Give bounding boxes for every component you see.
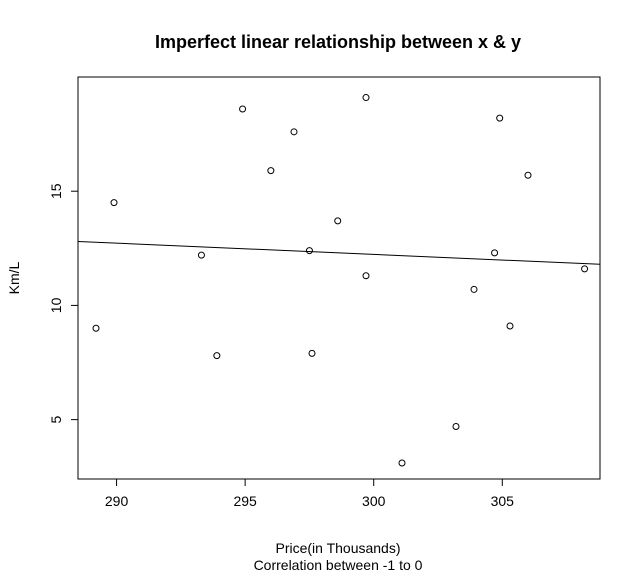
data-point: [308, 349, 316, 357]
y-axis: 5 10 15: [48, 183, 79, 424]
data-point: [524, 171, 532, 179]
data-point: [290, 128, 298, 136]
x-axis-label: Price(in Thousands): [275, 540, 400, 556]
plot-frame: [77, 76, 601, 480]
data-point: [92, 324, 100, 332]
data-points: [92, 94, 589, 467]
y-axis-label: Km/L: [6, 261, 22, 294]
data-point: [362, 94, 370, 102]
data-point: [239, 105, 247, 113]
y-tick-label: 10: [48, 297, 64, 313]
chart-title: Imperfect linear relationship between x …: [155, 32, 521, 52]
data-point: [452, 422, 460, 430]
data-point: [110, 199, 118, 207]
x-tick-label: 290: [105, 493, 129, 509]
y-tick-label: 15: [48, 183, 64, 199]
data-point: [362, 272, 370, 280]
data-point: [581, 265, 589, 273]
regression-line: [77, 240, 601, 265]
data-point: [506, 322, 514, 330]
data-point: [470, 285, 478, 293]
x-axis: 290 295 300 305: [105, 478, 515, 509]
x-tick-label: 305: [491, 493, 515, 509]
x-tick-label: 295: [233, 493, 257, 509]
data-point: [267, 167, 275, 175]
data-point: [491, 249, 499, 257]
y-tick-label: 5: [48, 416, 64, 424]
x-axis-sublabel: Correlation between -1 to 0: [254, 557, 423, 573]
data-point: [398, 459, 406, 467]
data-point: [334, 217, 342, 225]
data-point: [496, 114, 504, 122]
data-point: [197, 251, 205, 259]
x-tick-label: 300: [362, 493, 386, 509]
data-point: [305, 247, 313, 255]
data-point: [213, 352, 221, 360]
